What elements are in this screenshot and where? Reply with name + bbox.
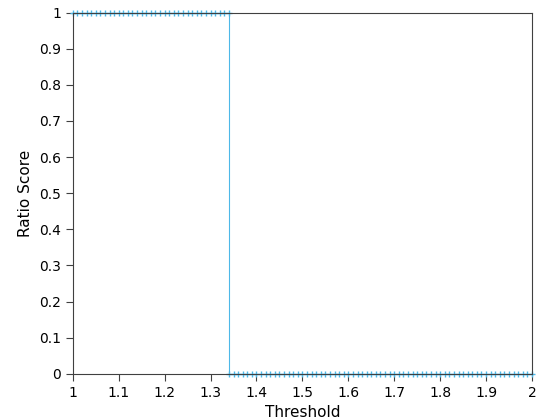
X-axis label: Threshold: Threshold (265, 405, 340, 420)
Y-axis label: Ratio Score: Ratio Score (18, 150, 34, 237)
